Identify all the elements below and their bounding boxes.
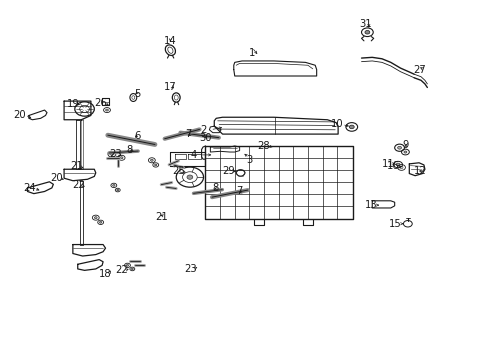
Circle shape: [112, 185, 115, 186]
Text: 31: 31: [358, 19, 371, 29]
Text: 22: 22: [115, 265, 128, 275]
Text: 7: 7: [185, 129, 191, 139]
Text: 11: 11: [381, 159, 394, 169]
Text: 26: 26: [94, 98, 107, 108]
Text: 3: 3: [246, 155, 252, 165]
Text: 2: 2: [200, 125, 206, 135]
Text: 13: 13: [364, 200, 377, 210]
Text: 30: 30: [199, 133, 211, 143]
Text: 20: 20: [50, 173, 63, 183]
Circle shape: [154, 164, 157, 166]
Circle shape: [126, 265, 128, 266]
Text: 15: 15: [388, 219, 401, 229]
Text: 21: 21: [155, 212, 168, 221]
Text: 4: 4: [190, 150, 196, 160]
Text: 28: 28: [257, 141, 270, 151]
Circle shape: [99, 221, 102, 223]
Text: 14: 14: [164, 36, 176, 46]
Text: 23: 23: [184, 264, 197, 274]
Circle shape: [348, 125, 353, 129]
Text: 8: 8: [126, 144, 133, 154]
Text: 24: 24: [23, 183, 36, 193]
Text: 20: 20: [13, 110, 25, 120]
Circle shape: [364, 31, 369, 34]
Circle shape: [403, 151, 406, 153]
Text: 25: 25: [172, 166, 184, 176]
Text: 29: 29: [222, 166, 235, 176]
Circle shape: [186, 175, 192, 179]
Text: 27: 27: [413, 64, 426, 75]
Circle shape: [131, 268, 133, 270]
Circle shape: [120, 157, 123, 159]
Text: 5: 5: [134, 89, 140, 99]
Text: 17: 17: [163, 82, 176, 93]
Text: 18: 18: [99, 269, 112, 279]
Text: 19: 19: [66, 99, 79, 109]
Text: 12: 12: [413, 166, 426, 176]
Text: 22: 22: [72, 180, 85, 190]
Text: 16: 16: [386, 161, 399, 171]
Circle shape: [105, 109, 108, 111]
Text: 21: 21: [70, 161, 82, 171]
Circle shape: [395, 163, 399, 166]
Circle shape: [110, 153, 113, 155]
Circle shape: [117, 189, 119, 191]
Text: 8: 8: [212, 183, 218, 193]
Text: 1: 1: [248, 48, 254, 58]
Circle shape: [397, 146, 401, 149]
Circle shape: [150, 159, 153, 161]
Text: 10: 10: [330, 120, 343, 129]
Circle shape: [94, 217, 97, 219]
Text: 6: 6: [134, 131, 140, 141]
Text: 9: 9: [402, 140, 408, 150]
Text: 23: 23: [109, 149, 122, 159]
Text: 7: 7: [236, 186, 243, 197]
